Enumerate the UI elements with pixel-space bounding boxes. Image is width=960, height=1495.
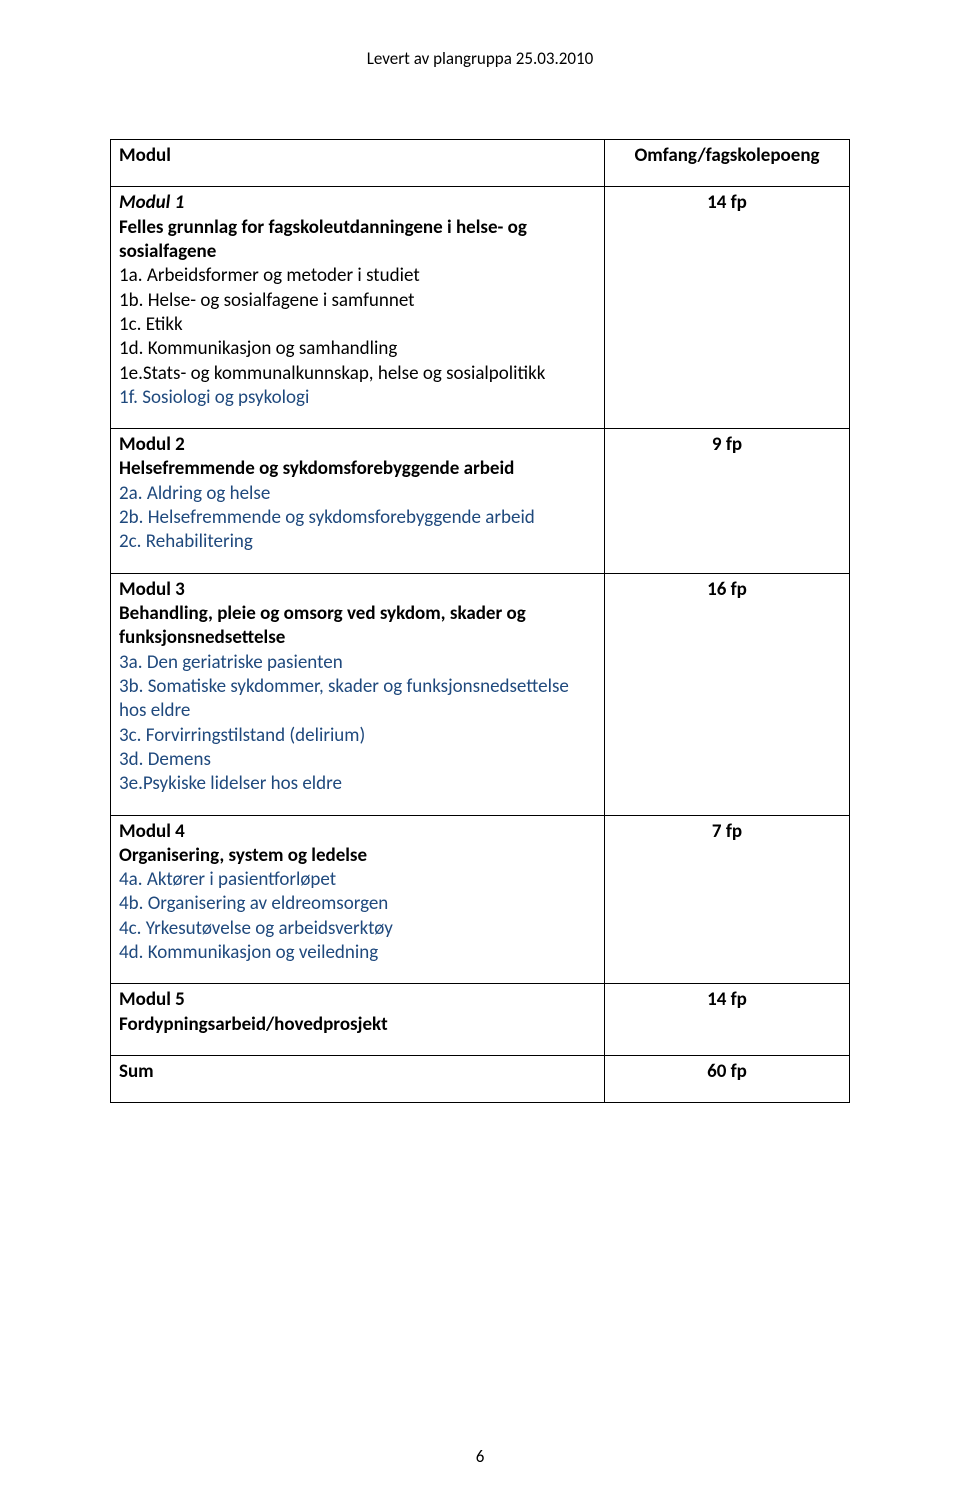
table-row: Modul 2 Helsefremmende og sykdomsforebyg…	[111, 429, 850, 574]
col-left-header: Modul	[111, 140, 605, 187]
module-line: 1c. Etikk	[119, 313, 596, 337]
module-title: Modul 5	[119, 988, 596, 1012]
module-title: Modul 2	[119, 433, 596, 457]
module-line: 1a. Arbeidsformer og metoder i studiet	[119, 264, 596, 288]
table-sum-row: Sum 60 fp	[111, 1056, 850, 1103]
table-row: Modul 5 Fordypningsarbeid/hovedprosjekt …	[111, 984, 850, 1056]
table-row: Modul 3 Behandling, pleie og omsorg ved …	[111, 573, 850, 815]
module-line: 2a. Aldring og helse	[119, 482, 596, 506]
module-line: 3e.Psykiske lidelser hos eldre	[119, 772, 596, 796]
module-line: 4c. Yrkesutøvelse og arbeidsverktøy	[119, 917, 596, 941]
points-text: 16 fp	[707, 578, 747, 601]
module-line: 1e.Stats- og kommunalkunnskap, helse og …	[119, 362, 596, 386]
document-page: Levert av plangruppa 25.03.2010 Modul Om…	[0, 0, 960, 1495]
module-line: 1b. Helse- og sosialfagene i samfunnet	[119, 289, 596, 313]
table-header-row: Modul Omfang/fagskolepoeng	[111, 140, 850, 187]
module-cell: Modul 1 Felles grunnlag for fagskoleutda…	[111, 187, 605, 429]
table-row: Modul 1 Felles grunnlag for fagskoleutda…	[111, 187, 850, 429]
module-subtitle: Fordypningsarbeid/hovedprosjekt	[119, 1013, 596, 1037]
module-title: Modul 1	[119, 191, 596, 215]
points-cell: 7 fp	[605, 815, 850, 984]
sum-label-cell: Sum	[111, 1056, 605, 1103]
module-title: Modul 3	[119, 578, 596, 602]
module-line: 1f. Sosiologi og psykologi	[119, 386, 596, 410]
points-cell: 14 fp	[605, 984, 850, 1056]
page-number: 6	[0, 1446, 960, 1467]
module-title: Modul 4	[119, 820, 596, 844]
points-cell: 14 fp	[605, 187, 850, 429]
points-text: 9 fp	[712, 433, 742, 456]
module-line: 4d. Kommunikasjon og veiledning	[119, 941, 596, 965]
module-subtitle: Behandling, pleie og omsorg ved sykdom, …	[119, 602, 596, 651]
module-cell: Modul 5 Fordypningsarbeid/hovedprosjekt	[111, 984, 605, 1056]
module-cell: Modul 4 Organisering, system og ledelse …	[111, 815, 605, 984]
sum-points: 60 fp	[707, 1060, 747, 1083]
points-text: 7 fp	[712, 820, 742, 843]
sum-points-cell: 60 fp	[605, 1056, 850, 1103]
page-header: Levert av plangruppa 25.03.2010	[110, 48, 850, 69]
module-cell: Modul 3 Behandling, pleie og omsorg ved …	[111, 573, 605, 815]
module-line: 4a. Aktører i pasientforløpet	[119, 868, 596, 892]
points-cell: 9 fp	[605, 429, 850, 574]
module-line: 2c. Rehabilitering	[119, 530, 596, 554]
module-line: 2b. Helsefremmende og sykdomsforebyggend…	[119, 506, 596, 530]
header-right-text: Omfang/fagskolepoeng	[634, 144, 819, 167]
module-subtitle: Helsefremmende og sykdomsforebyggende ar…	[119, 457, 596, 481]
col-right-header: Omfang/fagskolepoeng	[605, 140, 850, 187]
module-line: 1d. Kommunikasjon og samhandling	[119, 337, 596, 361]
points-cell: 16 fp	[605, 573, 850, 815]
module-subtitle: Organisering, system og ledelse	[119, 844, 596, 868]
module-line: 3d. Demens	[119, 748, 596, 772]
table-row: Modul 4 Organisering, system og ledelse …	[111, 815, 850, 984]
modules-table: Modul Omfang/fagskolepoeng Modul 1 Felle…	[110, 139, 850, 1103]
points-text: 14 fp	[707, 988, 747, 1011]
module-cell: Modul 2 Helsefremmende og sykdomsforebyg…	[111, 429, 605, 574]
points-text: 14 fp	[707, 191, 747, 214]
module-line: 3c. Forvirringstilstand (delirium)	[119, 724, 596, 748]
module-subtitle: Felles grunnlag for fagskoleutdanningene…	[119, 216, 596, 265]
module-line: 3a. Den geriatriske pasienten	[119, 651, 596, 675]
header-left-text: Modul	[119, 144, 171, 167]
sum-label: Sum	[119, 1060, 154, 1083]
module-line: 3b. Somatiske sykdommer, skader og funks…	[119, 675, 596, 724]
module-line: 4b. Organisering av eldreomsorgen	[119, 892, 596, 916]
